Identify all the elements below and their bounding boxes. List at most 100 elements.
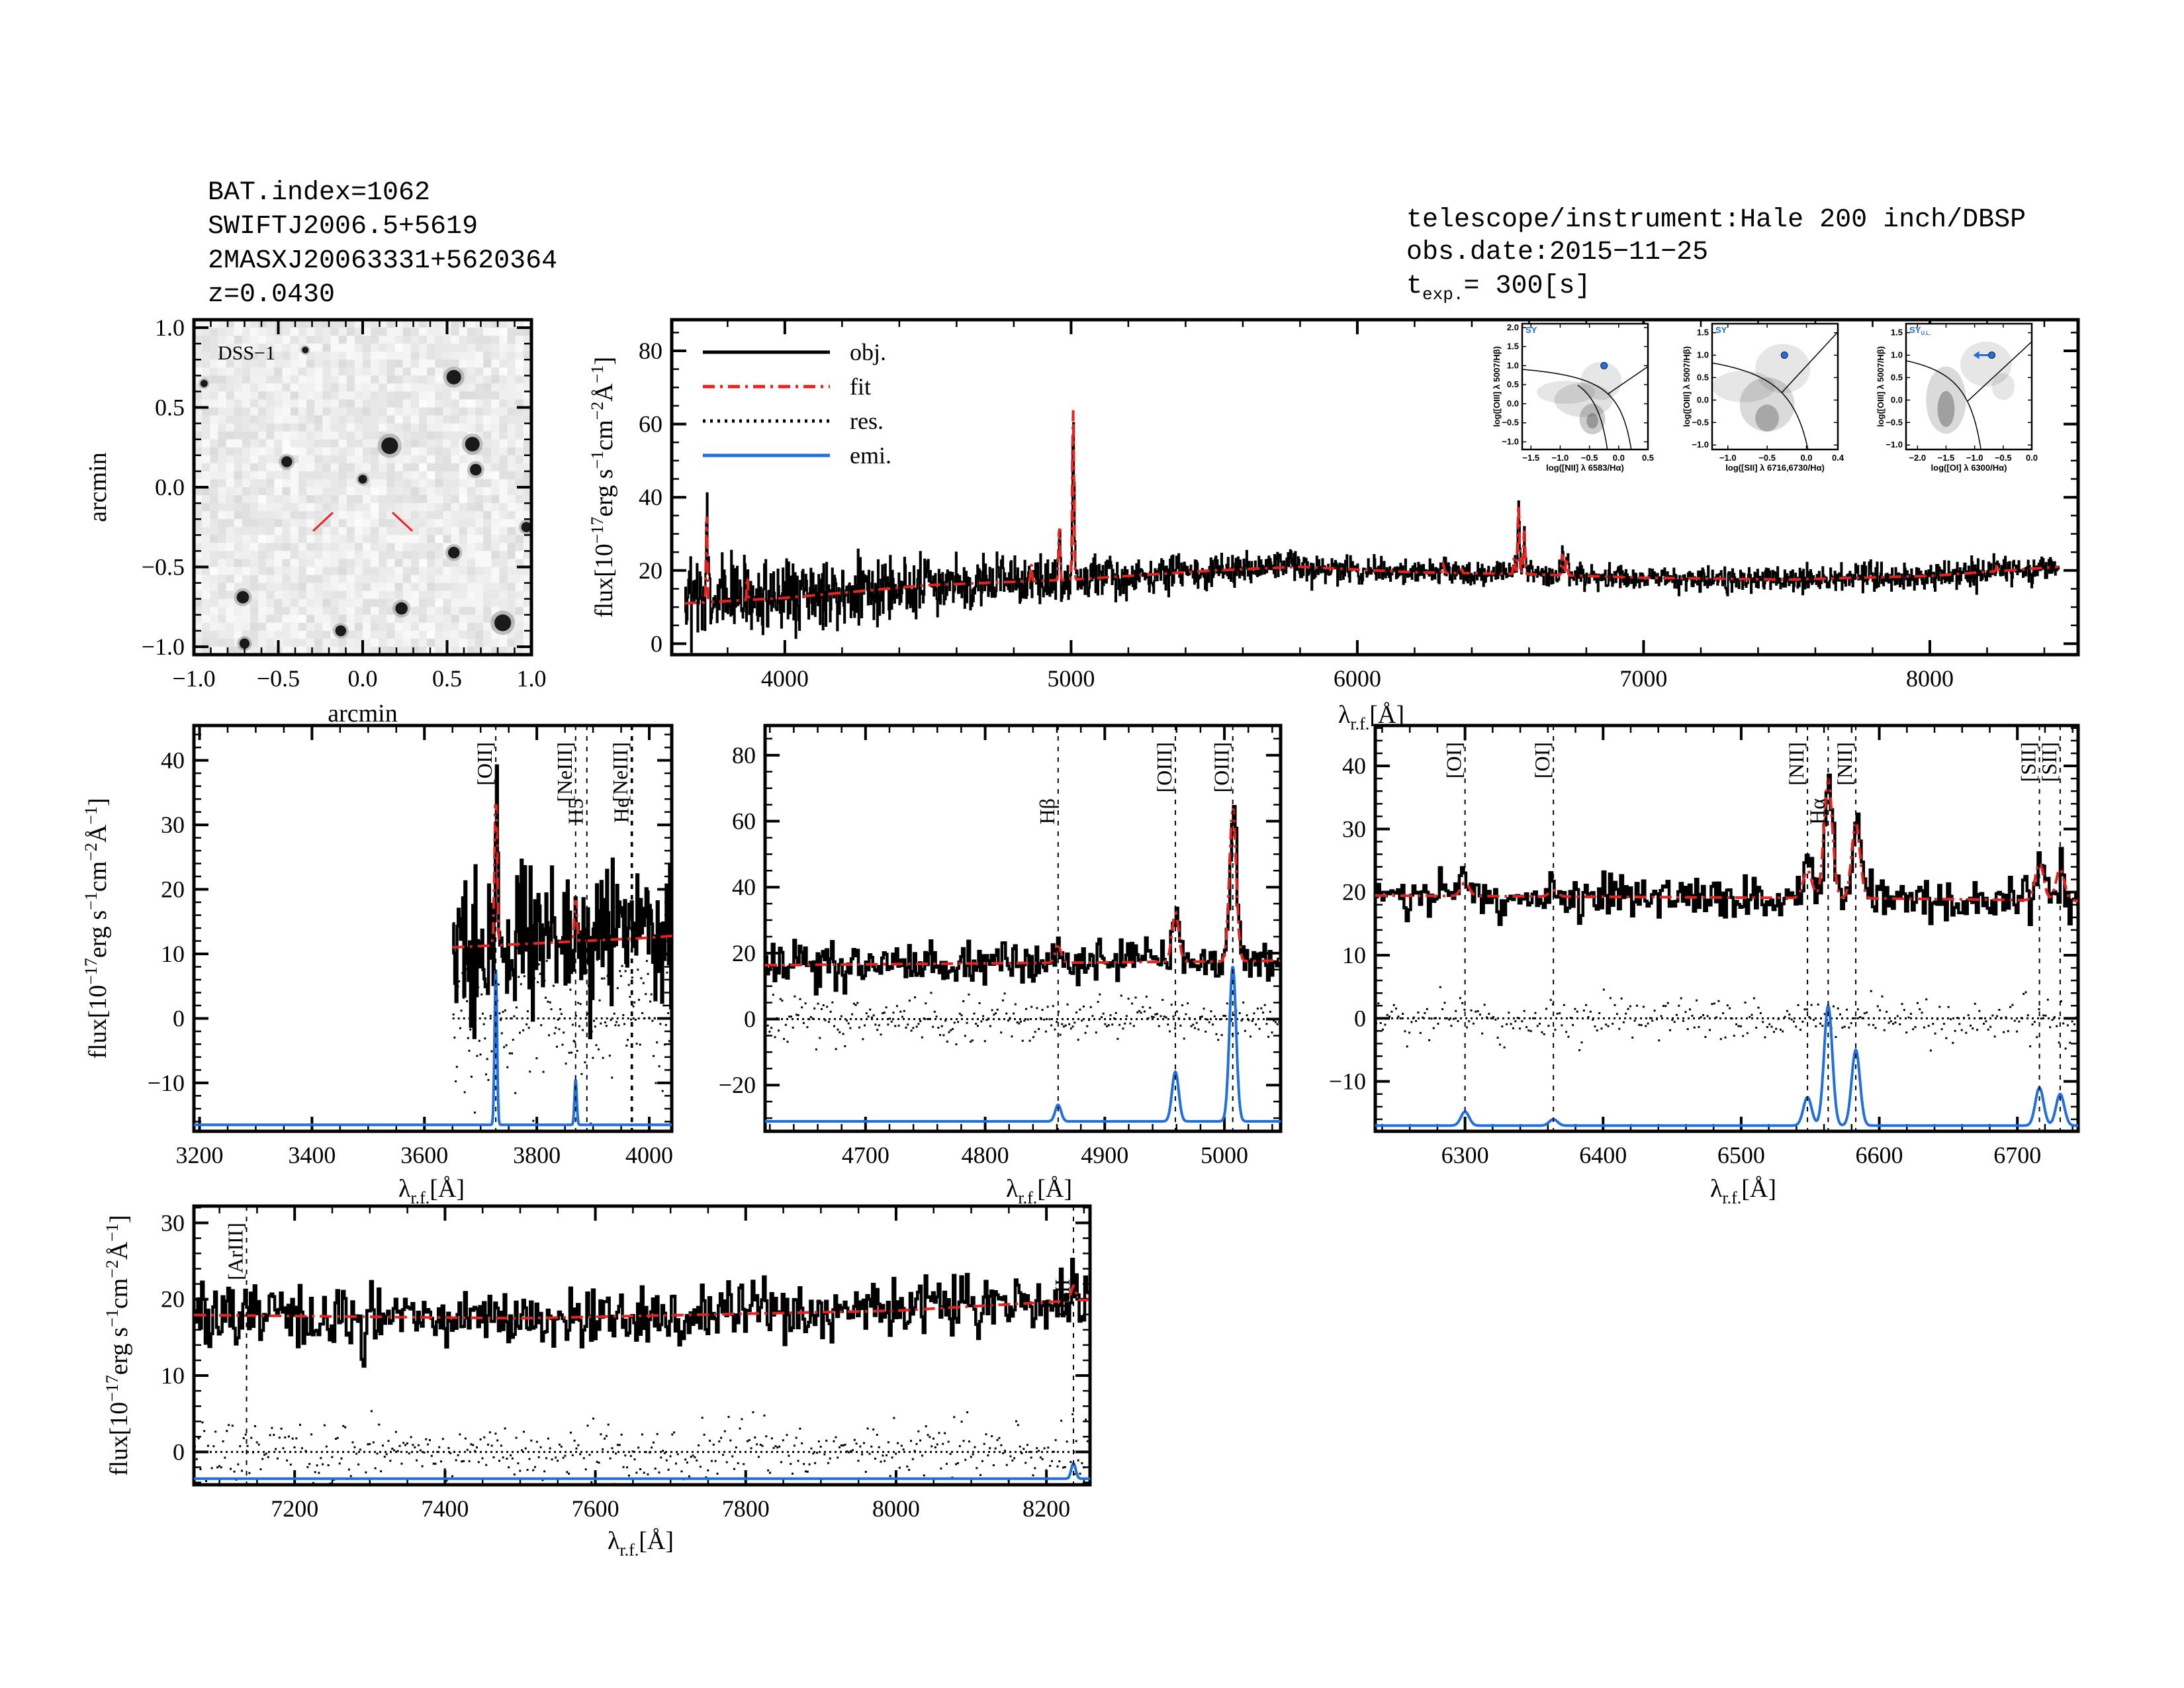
plot-area — [194, 726, 672, 1131]
image-noise-pixels — [194, 320, 531, 655]
line-label: Hβ — [1035, 798, 1059, 824]
y-tick-label: 10 — [161, 941, 185, 967]
star — [494, 614, 512, 632]
x-label-sub: r.f. — [1350, 714, 1369, 733]
x-tick-label: 4000 — [625, 1142, 673, 1168]
emission-component-line — [1375, 1002, 2078, 1127]
bpt-diagram-oi: SYU.L. −2.0 −1.5 −1.0 −0.5 0.0 −1.0 −0.5 0.0 0.5 1… — [1876, 322, 2038, 473]
plot-frame — [763, 724, 1283, 1133]
header-right: telescope/instrument:Hale 200 inch/DBSP … — [1406, 205, 2026, 305]
x-tick-label: −1.0 — [172, 665, 215, 692]
minor-ticks — [194, 1206, 1090, 1485]
x-tick-label: 7200 — [271, 1495, 318, 1522]
spectrum-panel-p2: 3200 3400 3600 3800 4000 −10 0 10 20 30 40 [OII] [Ne… — [81, 724, 674, 1207]
survey-label: DSS−1 — [218, 342, 275, 364]
star — [395, 602, 408, 615]
y-label-superscript: −1 — [588, 451, 607, 469]
x-tick-label: 3600 — [400, 1142, 448, 1168]
star — [470, 463, 482, 476]
x-tick-label: 5000 — [1047, 665, 1095, 692]
x-axis-label: λr.f.[Å] — [1710, 1175, 1776, 1207]
demarcation-lines — [1522, 366, 1648, 449]
legend-label: fit — [850, 373, 871, 400]
x-axis-label: arcmin — [328, 700, 398, 727]
density-contour — [1712, 371, 1775, 402]
star — [200, 379, 208, 387]
plot-frame — [192, 318, 533, 657]
line-label: [OI] — [1530, 742, 1554, 778]
y-label-text: flux[10 — [84, 985, 112, 1059]
x-axis-label: λr.f.[Å] — [1006, 1175, 1072, 1207]
x-tick-label: 7800 — [722, 1495, 770, 1522]
y-tick-label: 80 — [732, 742, 756, 769]
plot-area — [194, 1206, 1090, 1485]
y-tick-label: 40 — [639, 484, 662, 510]
x-tick-label: 0.0 — [348, 665, 378, 692]
major-ticks — [194, 1206, 1090, 1485]
y-tick-label: 30 — [161, 1209, 185, 1236]
y-tick-label: −0.5 — [142, 553, 185, 580]
emission-component-line — [194, 970, 672, 1127]
y-axis-label: log([OIII] λ 5007/Hβ) — [1876, 346, 1886, 427]
y-tick-label: 1.0 — [1507, 360, 1519, 370]
plot-frame — [1373, 724, 2080, 1133]
y-axis-label: log([OIII] λ 5007/Hβ) — [1682, 346, 1692, 427]
y-tick-label: 0.5 — [1697, 372, 1709, 382]
spectrum-panel-p5: 7200 7400 7600 7800 8000 8200 0 10 20 30 [ArIII] He… — [103, 1204, 1092, 1560]
star — [446, 369, 461, 385]
x-axis-label: log([OI] λ 6300/Hα) — [1931, 463, 2007, 473]
fit-spectrum-line — [452, 804, 672, 949]
demarcation-lines — [1712, 331, 1838, 449]
line-label: [OIII] — [1210, 742, 1234, 792]
y-tick-label: −10 — [148, 1070, 185, 1096]
y-tick-label: 40 — [732, 874, 756, 900]
star — [335, 625, 347, 637]
x-tick-label: 6600 — [1856, 1142, 1903, 1168]
plot-area — [765, 726, 1281, 1131]
density-contour — [1926, 366, 1966, 434]
density-contour — [1580, 361, 1622, 400]
star — [358, 475, 367, 484]
line-label: [SII] — [2037, 742, 2061, 782]
image-noise-pixels — [194, 320, 531, 655]
plot-frame — [1905, 322, 2033, 451]
y-axis-label: flux[10−17erg s−1cm−2Å−1] — [588, 357, 618, 618]
line-label: He — [610, 798, 633, 823]
x-tick-label: −2.0 — [1909, 453, 1926, 463]
x-tick-label: 4000 — [761, 665, 809, 692]
target-marker-right — [391, 512, 414, 532]
x-tick-label: 3400 — [288, 1142, 336, 1168]
y-tick-label: 0.0 — [1507, 399, 1519, 408]
y-tick-label: −1.0 — [1886, 440, 1903, 449]
exposure-time: texp.= 300[s] — [1406, 271, 1590, 305]
classification-text: SY — [1525, 325, 1537, 335]
y-tick-label: 30 — [1342, 816, 1366, 842]
x-tick-label: 6500 — [1717, 1142, 1765, 1168]
line-label: [NII] — [1833, 742, 1856, 786]
y-tick-label: 1.5 — [1697, 328, 1709, 338]
y-label-superscript: −2 — [81, 843, 101, 861]
inset-background — [1906, 324, 2032, 449]
x-axis-label: λr.f.[Å] — [608, 1527, 674, 1560]
y-tick-label: 20 — [732, 940, 756, 966]
classification-text: SY — [1909, 325, 1921, 335]
exposure-sub: exp. — [1422, 285, 1463, 305]
x-tick-label: 0.5 — [432, 665, 462, 692]
y-label-text: ] — [590, 357, 618, 365]
y-tick-label: −10 — [1329, 1068, 1366, 1095]
star — [302, 346, 309, 353]
x-tick-label: −1.0 — [1719, 453, 1737, 463]
x-label-lambda: λ — [1006, 1175, 1019, 1203]
target-marker-left — [312, 512, 334, 532]
major-ticks — [765, 726, 1281, 1131]
x-tick-label: 0.5 — [1642, 453, 1654, 463]
demarcation-lines — [1906, 341, 2032, 449]
y-tick-label: 20 — [161, 876, 185, 903]
y-label-superscript: −17 — [588, 517, 607, 544]
emission-component-line — [194, 1462, 1090, 1480]
x-tick-label: 7000 — [1619, 665, 1667, 692]
density-contour — [1739, 377, 1795, 432]
plot-frame — [1711, 322, 1839, 451]
classification-label: SY — [1525, 325, 1537, 335]
